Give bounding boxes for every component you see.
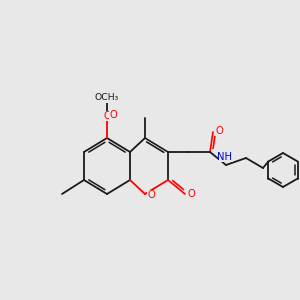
- Text: O: O: [103, 111, 111, 121]
- Text: O: O: [187, 189, 195, 199]
- Text: O: O: [215, 126, 223, 136]
- Text: NH: NH: [218, 152, 232, 162]
- Text: O: O: [147, 190, 155, 200]
- Text: O: O: [109, 110, 117, 120]
- Text: OCH₃: OCH₃: [95, 94, 119, 103]
